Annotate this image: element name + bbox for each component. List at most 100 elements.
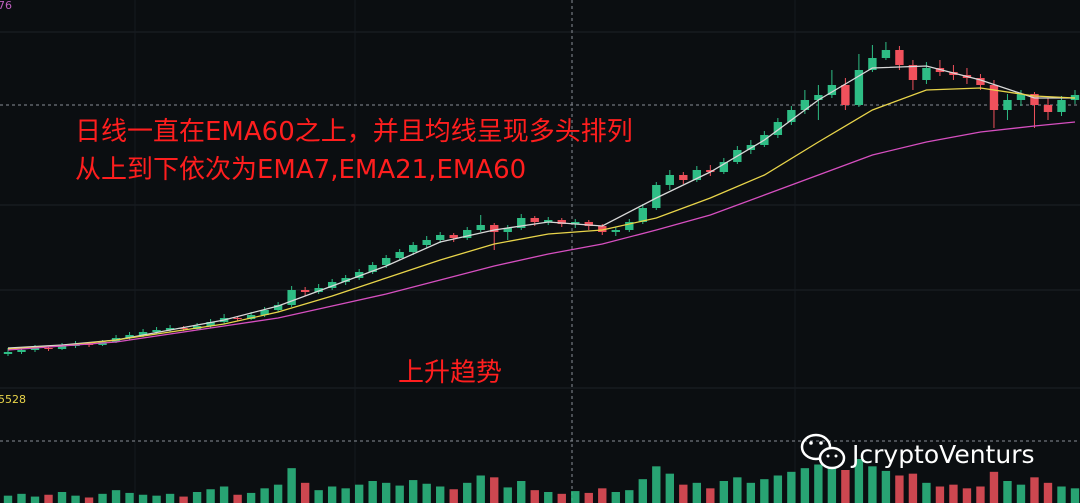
volume-bar	[409, 480, 418, 503]
volume-bar	[368, 481, 377, 503]
candle-body	[314, 288, 323, 292]
annotation: 日线一直在EMA60之上，并且均线呈现多头排列	[75, 117, 633, 147]
volume-bar	[98, 493, 107, 503]
volume-bar	[746, 482, 756, 503]
volume-bar	[165, 493, 175, 503]
volume-bar	[881, 470, 891, 503]
volume-bar	[219, 486, 229, 503]
candle-body	[449, 235, 458, 238]
ema-line	[7, 87, 1076, 350]
annotation: 上升趋势	[398, 358, 502, 388]
volume-bar	[895, 475, 904, 503]
candle-body	[868, 58, 877, 70]
volume-bar	[530, 490, 539, 503]
volume-bar	[476, 475, 485, 503]
volume-bar	[71, 495, 80, 503]
volume-bar	[138, 494, 148, 503]
volume-bar	[571, 491, 580, 503]
volume-bar	[206, 489, 215, 503]
candle-body	[827, 85, 837, 95]
candle-body	[976, 78, 985, 85]
volume-bar	[908, 473, 918, 503]
volume-bar	[395, 485, 404, 503]
candle-body	[287, 290, 296, 305]
volume-bar	[422, 483, 431, 503]
candle-body	[1003, 100, 1012, 110]
volume-bar	[706, 488, 715, 503]
candle-body	[395, 252, 404, 258]
candle-body	[246, 315, 256, 319]
volume-bar	[922, 482, 931, 503]
candle-body	[490, 225, 499, 232]
candle-body	[787, 110, 796, 122]
wechat-icon	[800, 433, 846, 470]
volume-bar	[1016, 484, 1026, 503]
volume-bar	[125, 492, 134, 503]
candle-body	[422, 240, 431, 245]
volume-bar	[30, 496, 40, 503]
volume-bar	[652, 466, 661, 503]
volume-bar	[463, 482, 472, 503]
candle-body	[17, 350, 26, 352]
candle-body	[530, 218, 539, 222]
volume-bar	[544, 492, 553, 503]
volume-bar	[233, 494, 242, 503]
candle-body	[165, 328, 175, 330]
volume-bar	[787, 471, 796, 503]
candle-body	[354, 272, 364, 278]
volume-bar	[935, 486, 945, 503]
volume-bar	[949, 484, 958, 503]
volume-bar	[773, 475, 783, 503]
candle-body	[463, 230, 472, 238]
volume-bar	[111, 490, 121, 503]
candle-body	[152, 330, 161, 332]
volume-bar	[598, 488, 607, 503]
volume-bar	[152, 495, 161, 503]
top-label: 76	[0, 0, 12, 12]
volume-bar	[625, 490, 634, 503]
volume-bar	[246, 492, 256, 503]
candle-body	[922, 68, 931, 80]
candle-body	[341, 278, 350, 282]
candle-body	[327, 282, 337, 288]
candle-body	[557, 220, 566, 224]
volume-bar	[44, 494, 53, 503]
volume-bar	[989, 471, 999, 503]
volume-label: 5528	[0, 393, 26, 406]
volume-bar	[84, 497, 94, 503]
volume-bar	[800, 468, 810, 503]
candle-body	[260, 310, 269, 315]
ema-line	[7, 65, 1075, 349]
candle-body	[800, 100, 810, 110]
candle-body	[1016, 94, 1026, 100]
volume-bar	[354, 484, 364, 503]
candle-body	[517, 218, 526, 228]
watermark: JcryptoVenturs	[850, 440, 1035, 469]
volume-bar	[868, 466, 877, 503]
candle-body	[814, 95, 823, 100]
candle-body	[989, 85, 999, 110]
candle-body	[895, 50, 904, 65]
candle-body	[503, 228, 512, 232]
volume-bar	[327, 486, 337, 503]
volume-bar	[449, 489, 458, 503]
candle-body	[679, 175, 688, 180]
annotation: 从上到下依次为EMA7,EMA21,EMA60	[75, 155, 526, 185]
candle-body	[841, 85, 850, 105]
volume-bar	[517, 481, 526, 503]
volume-bar	[17, 493, 26, 503]
volume-bar	[854, 459, 864, 503]
candle-body	[476, 225, 485, 230]
candle-body	[625, 222, 634, 230]
volume-bar	[841, 470, 850, 503]
volume-bar	[314, 490, 323, 503]
volume-bar	[733, 477, 742, 503]
candle-body	[598, 226, 607, 232]
volume-bar	[436, 486, 445, 503]
volume-bar	[341, 488, 350, 503]
candle-body	[571, 222, 580, 224]
volume-bar	[665, 473, 674, 503]
volume-bar	[679, 484, 688, 503]
